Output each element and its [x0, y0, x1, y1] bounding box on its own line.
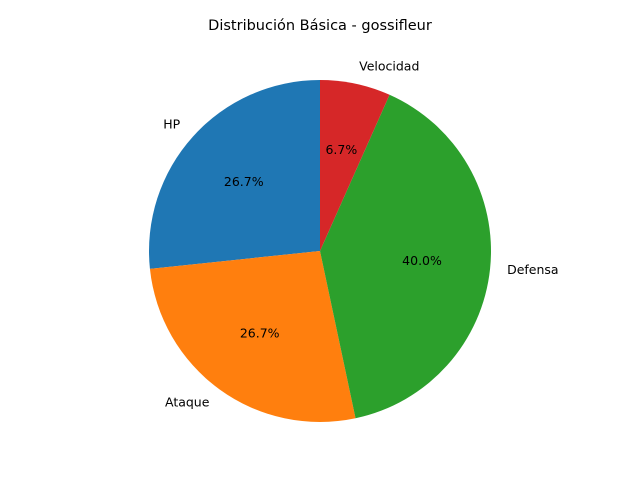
- slice-label-defensa: Defensa: [507, 262, 559, 277]
- percent-label-hp: 26.7%: [224, 174, 264, 189]
- slice-labels: HP Ataque Defensa Velocidad: [163, 59, 558, 410]
- percent-label-ataque: 26.7%: [240, 326, 280, 341]
- pie-slice-ataque: [149, 251, 356, 422]
- slice-label-ataque: Ataque: [165, 395, 210, 410]
- chart-title: Distribución Básica - gossifleur: [208, 18, 432, 34]
- pie-slices: [149, 80, 491, 422]
- percent-label-defensa: 40.0%: [402, 253, 442, 268]
- pie-slice-velocidad: [320, 80, 390, 251]
- pie-slice-defensa: [320, 94, 491, 419]
- slice-label-hp: HP: [163, 117, 180, 132]
- slice-label-velocidad: Velocidad: [359, 59, 419, 74]
- percent-labels: 26.7% 26.7% 40.0% 6.7%: [224, 142, 442, 340]
- pie-slice-hp: [149, 80, 320, 269]
- percent-label-velocidad: 6.7%: [325, 142, 357, 157]
